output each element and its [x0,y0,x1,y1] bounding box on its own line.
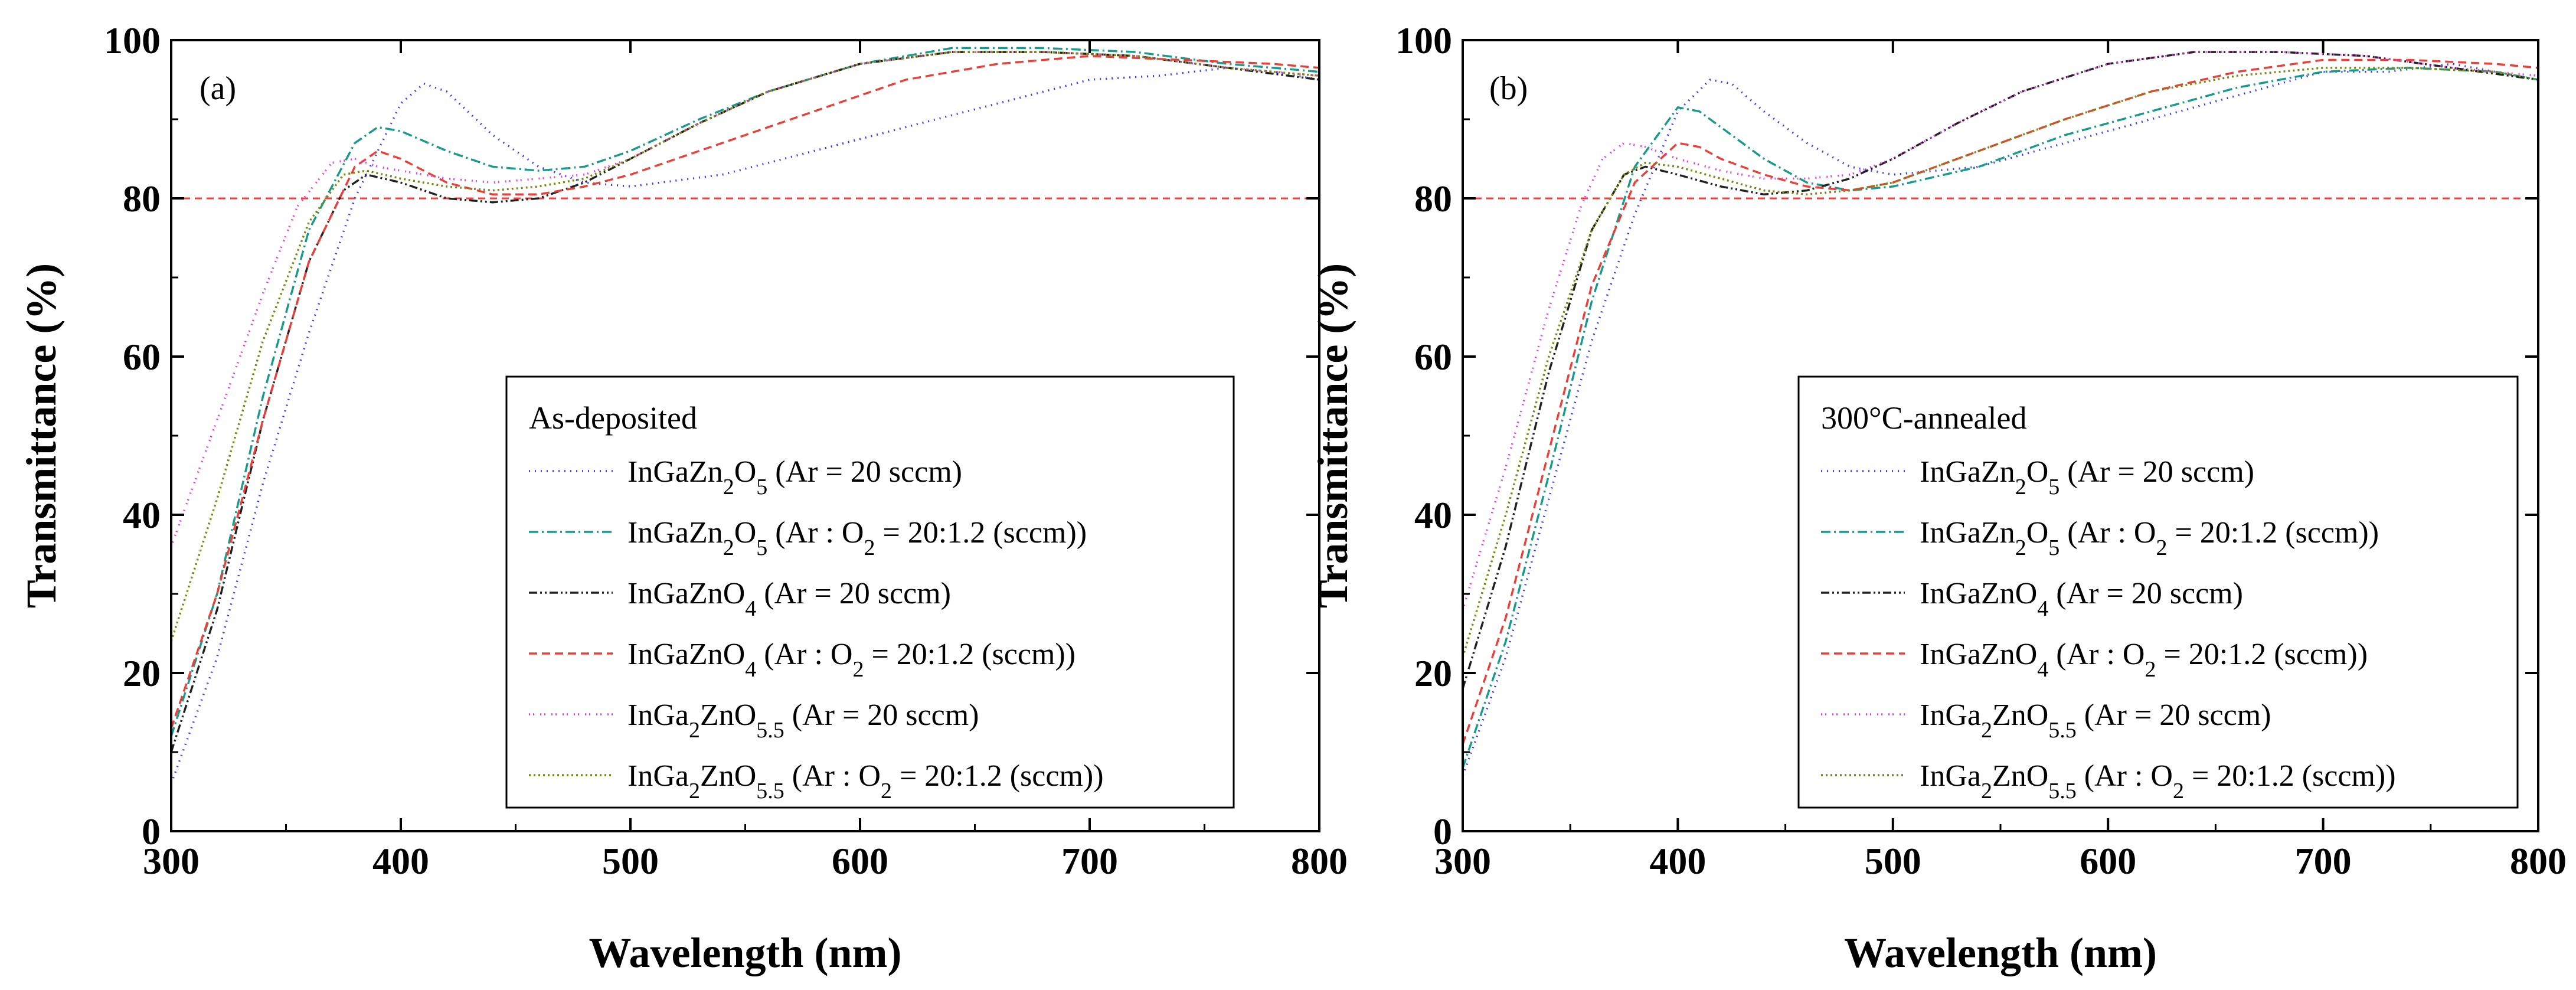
series-line-s3 [1463,51,2538,690]
panel-label: (b) [1489,70,1528,107]
legend-label-s6: InGa2ZnO5.5 (Ar : O2 = 20:1.2 (sccm)) [1920,759,2396,803]
x-tick-label: 600 [832,840,888,882]
y-tick-label: 0 [142,811,161,852]
x-tick-label: 400 [1649,840,1706,882]
x-tick-label: 300 [143,840,200,882]
y-tick-label: 80 [123,178,161,220]
series-line-s5 [1463,51,2538,610]
series-line-s2 [171,47,1319,737]
legend-box [505,375,1235,809]
series-line-s4 [171,55,1319,729]
y-axis-title: Transmittance (%) [18,263,65,609]
y-tick-label: 0 [1433,811,1452,852]
legend-label-s4: InGaZnO4 (Ar : O2 = 20:1.2 (sccm)) [1920,638,2368,682]
y-tick-label: 60 [123,336,161,378]
series-line-s2 [1463,67,2538,769]
panel-label: (a) [200,70,236,107]
y-tick-label: 40 [123,494,161,536]
legend-label-s4: InGaZnO4 (Ar : O2 = 20:1.2 (sccm)) [627,638,1075,682]
legend-label-s1: InGaZn2O5 (Ar = 20 sccm) [627,455,962,499]
series-line-s6 [1463,67,2538,658]
series-line-s1 [171,67,1319,785]
y-tick-label: 20 [1414,652,1452,694]
y-axis-title: Transmittance (%) [1309,263,1356,609]
y-tick-label: 60 [1414,336,1452,378]
legend-label-s2: InGaZn2O5 (Ar : O2 = 20:1.2 (sccm)) [1920,516,2379,560]
legend-label-s2: InGaZn2O5 (Ar : O2 = 20:1.2 (sccm)) [627,516,1087,560]
legend-label-s3: InGaZnO4 (Ar = 20 sccm) [1920,577,2243,621]
x-tick-label: 500 [1865,840,1921,882]
x-tick-label: 400 [372,840,429,882]
x-axis-title: Wavelength (nm) [1844,929,2157,976]
x-tick-label: 800 [1291,840,1348,882]
x-tick-label: 700 [1061,840,1118,882]
x-axis-title: Wavelength (nm) [589,929,902,976]
legend-label-s1: InGaZn2O5 (Ar = 20 sccm) [1920,455,2254,499]
series-line-s5 [171,51,1319,547]
chart-panel-a: 300 400 500 600 700 800 0 20 40 60 80 100 Wavelength… [18,19,1348,976]
legend-box [1797,375,2519,809]
legend: As-deposited InGaZn2O5 (Ar = 20 sccm) InGa… [505,375,1235,809]
x-tick-label: 500 [602,840,659,882]
y-tick-label: 40 [1414,494,1452,536]
series-line-s4 [1463,58,2538,745]
series-group [171,47,1319,785]
legend: 300°C-annealed InGaZn2O5 (Ar = 20 sccm) In… [1797,375,2519,809]
x-tick-label: 600 [2080,840,2136,882]
legend-label-s5: InGa2ZnO5.5 (Ar = 20 sccm) [1920,698,2271,743]
chart-panel-b: 300 400 500 600 700 800 0 20 40 60 80 100 Wavelength… [1309,19,2567,976]
y-tick-label: 100 [104,19,161,61]
series-group [1463,51,2538,776]
x-tick-label: 300 [1434,840,1491,882]
x-tick-label: 800 [2510,840,2567,882]
legend-title: 300°C-annealed [1821,400,2026,436]
legend-title: As-deposited [529,400,697,436]
legend-label-s5: InGa2ZnO5.5 (Ar = 20 sccm) [627,698,979,743]
y-tick-label: 80 [1414,178,1452,220]
x-tick-label: 700 [2295,840,2352,882]
legend-label-s6: InGa2ZnO5.5 (Ar : O2 = 20:1.2 (sccm)) [627,759,1104,803]
legend-label-s3: InGaZnO4 (Ar = 20 sccm) [627,577,951,621]
y-tick-label: 20 [123,652,161,694]
y-tick-label: 100 [1395,19,1452,61]
